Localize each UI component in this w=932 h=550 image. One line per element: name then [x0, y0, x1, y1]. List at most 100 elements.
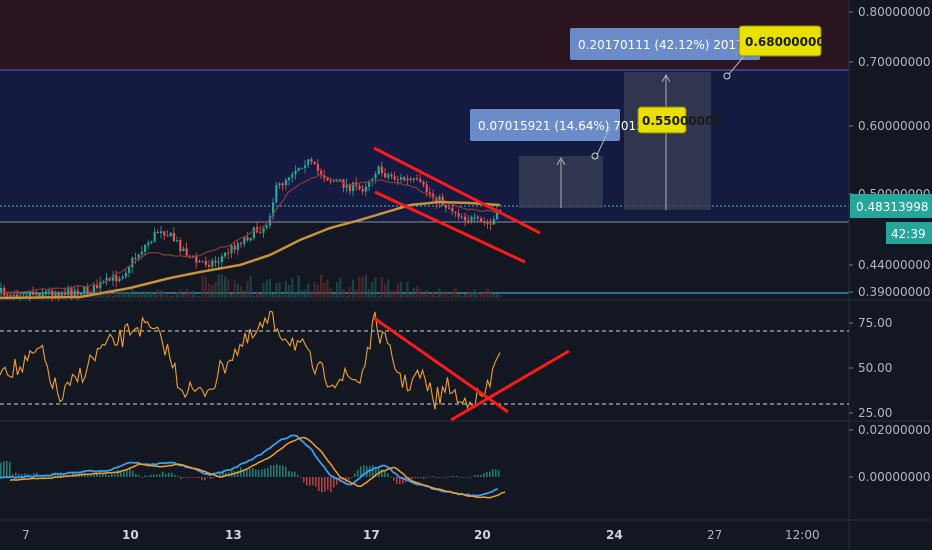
macd-hist-bar — [468, 476, 470, 478]
target-tag-2[interactable] — [738, 25, 822, 57]
candle-body — [172, 232, 175, 241]
volume-bar — [48, 294, 51, 298]
time-tick-label: 20 — [474, 528, 491, 542]
macd-hist-bar — [333, 477, 335, 488]
candle-body — [137, 254, 140, 259]
volume-bar — [160, 290, 163, 298]
volume-bar — [220, 274, 223, 298]
candle-body — [457, 213, 460, 217]
macd-hist-bar — [282, 465, 284, 477]
macd-hist-bar — [99, 474, 101, 477]
candle-body — [80, 293, 83, 295]
volume-bar — [249, 275, 252, 298]
candle-body — [198, 261, 201, 263]
candle-body — [470, 216, 473, 221]
volume-bar — [307, 283, 310, 298]
candle-body — [454, 211, 457, 214]
macd-hist-bar — [189, 477, 191, 478]
macd-hist-bar — [3, 461, 5, 477]
price-axis[interactable]: 0.80000000 0.70000000 0.60000000 0.50000… — [849, 5, 931, 299]
volume-bar — [278, 282, 281, 298]
volume-bar — [105, 290, 108, 298]
volume-bar — [256, 291, 259, 298]
candle-body — [284, 180, 287, 186]
volume-bar — [233, 280, 236, 298]
measure-box-2[interactable] — [624, 72, 711, 210]
candle-body — [185, 248, 188, 256]
macd-hist-bar — [381, 469, 383, 477]
volume-bar — [464, 293, 467, 298]
macd-hist-bar — [375, 468, 377, 477]
candle-body — [444, 204, 447, 208]
candle-body — [486, 222, 489, 224]
candle-body — [134, 257, 137, 259]
volume-bar — [300, 290, 303, 298]
volume-bar — [387, 279, 390, 298]
macd-hist-bar — [393, 477, 395, 481]
volume-bar — [176, 292, 179, 298]
macd-hist-bar — [327, 477, 329, 490]
volume-bar — [416, 285, 419, 298]
volume-bar — [163, 291, 166, 298]
trendline-upper[interactable] — [373, 146, 541, 235]
target-tag-1[interactable] — [637, 106, 687, 134]
volume-bar — [457, 294, 460, 298]
volume-bar — [147, 293, 150, 298]
macd-hist-bar — [402, 477, 404, 484]
macd-hist-bar — [195, 477, 197, 478]
candle-body — [384, 173, 387, 178]
volume-bar — [316, 284, 319, 298]
rsi-trendline-down[interactable] — [373, 316, 509, 414]
volume-bar — [224, 276, 227, 298]
candle-body — [368, 181, 371, 187]
macd-hist-bar — [336, 477, 338, 485]
macd-hist-bar — [159, 474, 161, 477]
candle-body — [140, 251, 143, 255]
candle-body — [227, 252, 230, 254]
macd-hist-bar — [102, 473, 104, 477]
volume-bar — [406, 281, 409, 298]
macd-hist-bar — [246, 469, 248, 477]
candle-body — [163, 231, 166, 236]
candle-body — [377, 166, 380, 174]
callout-box-1[interactable] — [470, 109, 620, 141]
volume-bar — [297, 275, 300, 298]
candle-body — [166, 235, 169, 237]
volume-bar — [419, 289, 422, 298]
ma-slow-line — [0, 200, 501, 300]
macd-hist-bar — [489, 471, 491, 477]
callout-pointer-2 — [728, 54, 746, 75]
volume-bar — [371, 281, 374, 298]
candle-body — [387, 174, 390, 178]
candle-body — [160, 231, 163, 234]
volume-bar — [329, 287, 332, 298]
candle-body — [316, 164, 319, 171]
rsi-trendline-up[interactable] — [450, 349, 570, 422]
candle-body — [496, 210, 499, 220]
macd-hist-bar — [186, 477, 188, 478]
target-tag-1-text: 0.55000000 — [642, 114, 722, 128]
candle-body — [28, 291, 31, 296]
volume-bar — [214, 282, 217, 298]
macd-hist-bar — [171, 472, 173, 477]
candle-body — [102, 281, 105, 283]
trendline-lower[interactable] — [374, 190, 526, 264]
volume-bar — [476, 292, 479, 298]
candle-body — [380, 166, 383, 174]
candle-body — [99, 282, 102, 289]
candle-body — [393, 176, 396, 180]
macd-hist-bar — [498, 470, 500, 477]
volume-bar — [320, 274, 323, 298]
candle-body — [336, 180, 339, 182]
time-axis[interactable]: 7 10 13 17 20 24 27 12:00 — [22, 528, 820, 542]
candle-body — [240, 243, 243, 245]
macd-hist-bar — [198, 477, 200, 479]
callout-label-2: 0.20170111 (42.12%) 20170111 — [578, 38, 774, 52]
macd-axis[interactable]: 0.02000000 0.00000000 — [849, 423, 931, 484]
rsi-axis[interactable]: 75.00 50.00 25.00 — [849, 316, 892, 420]
candle-body — [92, 284, 95, 294]
macd-line — [0, 434, 499, 497]
callout-box-2[interactable] — [570, 28, 760, 60]
macd-hist-bar — [447, 476, 449, 478]
